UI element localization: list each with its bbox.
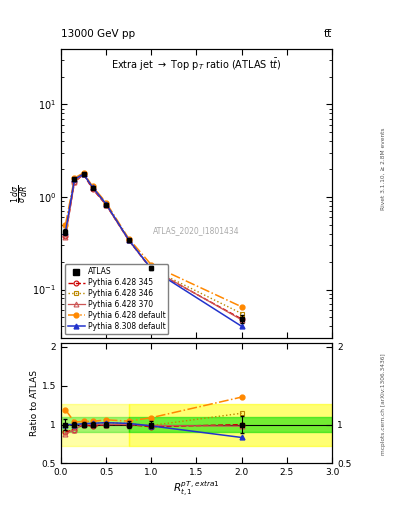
Text: 13000 GeV pp: 13000 GeV pp bbox=[61, 29, 135, 39]
Text: mcplots.cern.ch [arXiv:1306.3436]: mcplots.cern.ch [arXiv:1306.3436] bbox=[381, 354, 386, 455]
Y-axis label: Ratio to ATLAS: Ratio to ATLAS bbox=[30, 370, 39, 436]
Bar bbox=[61, 403, 129, 445]
Bar bbox=[61, 417, 129, 432]
Bar bbox=[129, 417, 332, 432]
Text: ATLAS_2020_I1801434: ATLAS_2020_I1801434 bbox=[153, 226, 240, 236]
Text: Rivet 3.1.10, ≥ 2.8M events: Rivet 3.1.10, ≥ 2.8M events bbox=[381, 127, 386, 210]
Text: tt̅: tt̅ bbox=[324, 29, 332, 39]
X-axis label: $R_{t,1}^{pT,\,extra1}$: $R_{t,1}^{pT,\,extra1}$ bbox=[173, 480, 220, 499]
Bar bbox=[129, 403, 332, 445]
Legend: ATLAS, Pythia 6.428 345, Pythia 6.428 346, Pythia 6.428 370, Pythia 6.428 defaul: ATLAS, Pythia 6.428 345, Pythia 6.428 34… bbox=[65, 264, 169, 334]
Text: Extra jet $\rightarrow$ Top p$_T$ ratio (ATLAS t$\bar{t}$): Extra jet $\rightarrow$ Top p$_T$ ratio … bbox=[111, 57, 282, 73]
Y-axis label: $\frac{1}{\sigma}\frac{d\sigma}{dR}$: $\frac{1}{\sigma}\frac{d\sigma}{dR}$ bbox=[9, 184, 31, 203]
